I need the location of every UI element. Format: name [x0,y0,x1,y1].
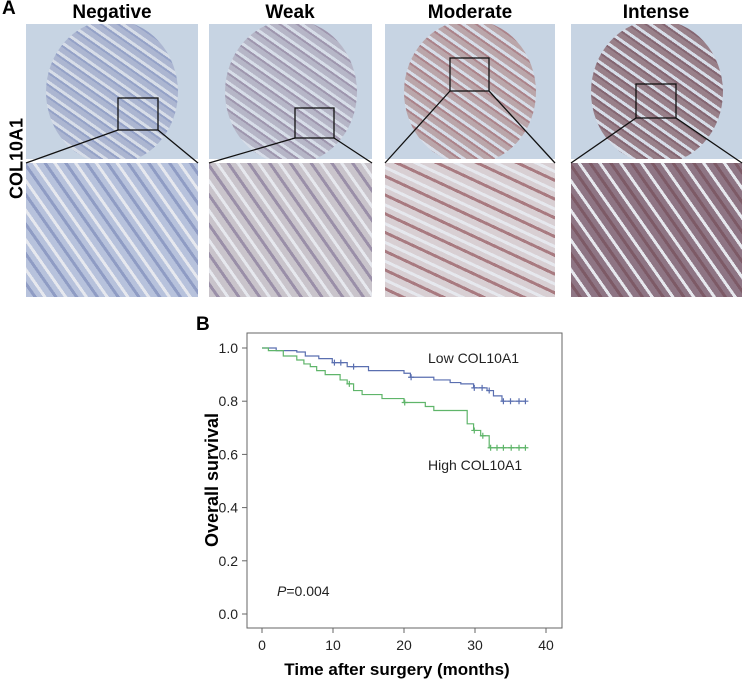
censor-mark [522,398,529,405]
y-axis-label: Overall survival [202,413,222,547]
column-title-moderate: Moderate [427,2,513,23]
censor-mark [500,398,507,405]
zoom-box-negative [117,97,159,131]
x-tick-label: 10 [325,637,341,653]
y-tick-label: 0.2 [219,553,239,569]
censor-mark [500,444,507,451]
zoom-box-weak [294,107,335,139]
p-value: =0.004 [286,583,329,599]
magnified-image-negative [26,163,198,297]
panel-a-letter: A [2,0,16,19]
censor-mark [516,444,523,451]
censor-mark [408,374,415,381]
censor-mark [507,398,514,405]
panel-b-letter: B [196,314,210,335]
censor-mark [522,444,529,451]
legend-label-high: High COL10A1 [428,457,522,473]
y-tick-label: 0.6 [219,446,239,462]
y-tick-label: 0.0 [219,606,239,622]
tma-core-image-intense [571,24,742,159]
p-value-annotation: P=0.004 [277,583,330,599]
zoom-box-intense [635,83,677,119]
censor-mark [331,359,338,366]
magnified-image-intense [571,163,742,297]
censor-mark [508,444,515,451]
censor-mark [516,398,523,405]
column-title-intense: Intense [622,2,690,23]
tma-core-image-negative [26,24,198,159]
censor-mark [346,380,353,387]
censor-mark [487,444,494,451]
censor-mark [486,387,493,394]
tissue-core [590,24,723,159]
x-tick-label: 40 [538,637,554,653]
censor-mark [479,384,486,391]
legend-label-low: Low COL10A1 [428,350,519,366]
tissue-core [46,24,178,159]
censor-mark [337,359,344,366]
x-tick-label: 0 [258,637,266,653]
survival-curve-high [262,347,526,449]
y-tick-label: 1.0 [219,340,239,356]
censor-mark [350,363,357,370]
zoom-indicators [25,57,743,164]
p-label: P [277,583,287,599]
magnified-image-weak [209,163,372,297]
censor-mark [471,384,478,391]
zoom-box-moderate [449,57,490,92]
x-axis-label: Time after surgery (months) [284,660,509,679]
y-tick-label: 0.4 [219,500,239,516]
y-tick-label: 0.8 [219,393,239,409]
censor-mark [479,432,486,439]
x-tick-label: 30 [467,637,483,653]
tma-core-image-moderate [385,24,555,159]
x-tick-label: 20 [396,637,412,653]
censor-mark [494,444,501,451]
column-title-negative: Negative [72,2,152,23]
censor-mark [401,399,408,406]
censor-mark [471,427,478,434]
survival-curve-low [262,347,526,402]
column-title-weak: Weak [265,2,315,23]
magnified-image-moderate [385,163,555,297]
